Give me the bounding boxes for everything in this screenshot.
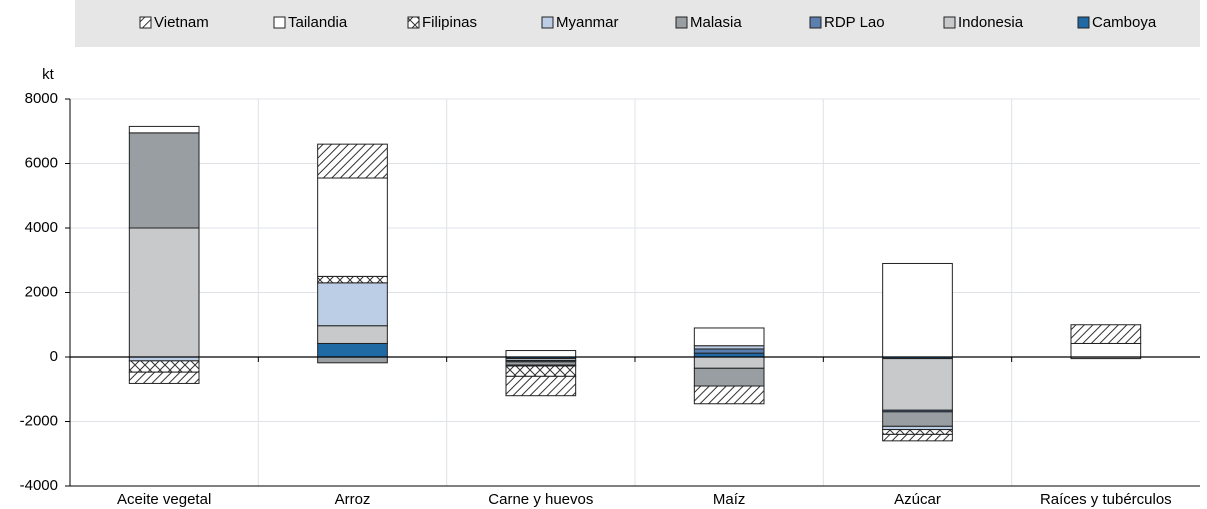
bar-segment [128,227,200,358]
x-tick-label: Raíces y tubérculos [1040,491,1172,508]
legend-swatch [1077,16,1090,29]
legend-swatch [541,16,554,29]
bar-segment [128,371,200,384]
x-tick-label: Arroz [335,491,371,508]
bar-segment [693,327,765,347]
bar-segment [505,375,577,397]
y-tick-label: 4000 [25,219,58,236]
bar-segment [128,132,200,229]
bar-segment [693,348,765,354]
bar-segment [317,282,388,327]
legend-swatch [273,16,286,29]
bar-segment [317,275,388,284]
bar-segment [882,433,953,442]
legend-swatch [675,16,688,29]
y-tick-label: 0 [50,348,58,365]
bar-segment [317,143,388,179]
bar-segment [1070,342,1142,358]
legend-label: Tailandia [288,14,348,31]
legend-swatch [943,16,956,29]
bar-segment [693,385,765,405]
x-tick-label: Azúcar [894,491,941,508]
y-tick-label: 2000 [25,283,58,300]
bar-segment [882,358,953,411]
legend-swatch [809,16,822,29]
legend-label: RDP Lao [824,14,885,31]
legend-swatch [139,16,152,29]
bar-segment [128,125,200,134]
bar-segment [128,360,200,373]
legend-label: Indonesia [958,14,1024,31]
legend-swatch [407,16,420,29]
bar-segment [882,411,953,427]
y-tick-label: -4000 [20,477,58,494]
bar-segment [882,262,953,358]
bar-segment [317,177,388,277]
y-axis-label: kt [42,66,55,83]
legend-label: Malasia [690,14,742,31]
y-tick-label: -2000 [20,412,58,429]
x-tick-label: Carne y huevos [488,491,593,508]
bar-segment [317,342,388,358]
bar-segment [505,365,577,377]
x-tick-label: Maíz [713,491,746,508]
bar-segment [882,429,953,435]
y-tick-label: 8000 [25,90,58,107]
bar-segment [505,350,577,358]
bar-segment [693,356,765,369]
bar-segment [317,356,388,364]
legend-label: Camboya [1092,14,1157,31]
y-tick-label: 6000 [25,154,58,171]
bar-segment [317,325,388,344]
legend-label: Vietnam [154,14,209,31]
bar-segment [693,367,765,387]
bar-segment [1070,324,1142,344]
legend-label: Filipinas [422,14,477,31]
legend-label: Myanmar [556,14,619,31]
legend-background [75,0,1200,47]
x-tick-label: Aceite vegetal [117,491,211,508]
